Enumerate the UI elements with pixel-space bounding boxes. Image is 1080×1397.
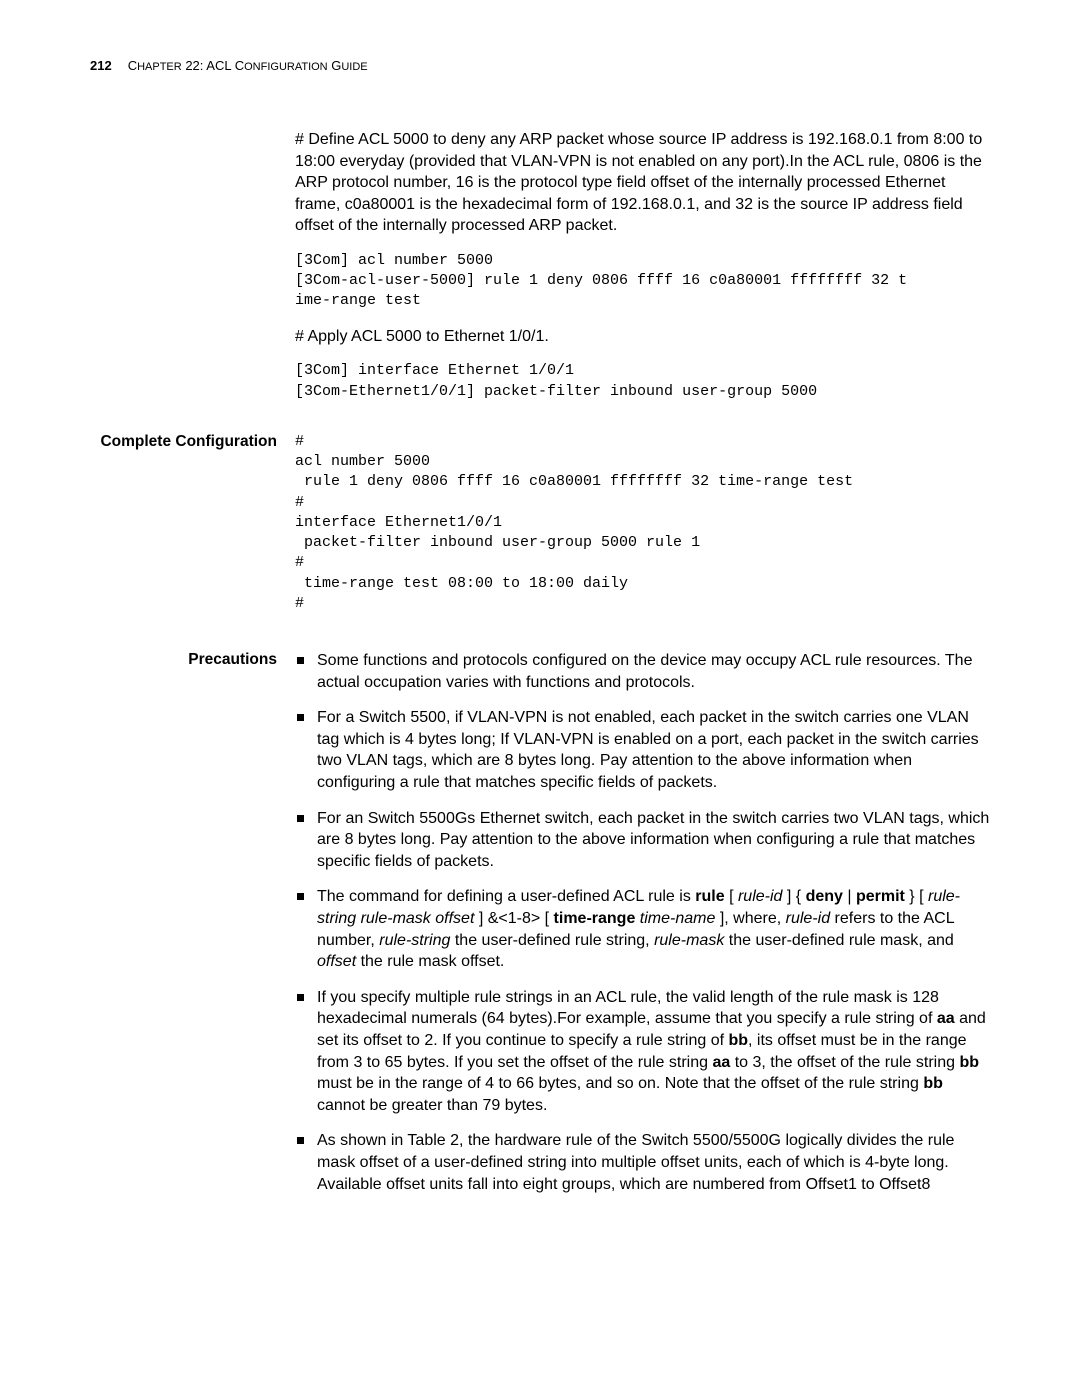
complete-config-code: # acl number 5000 rule 1 deny 0806 ffff … [295, 432, 990, 614]
complete-config-label: Complete Configuration [100, 433, 277, 450]
precautions-label: Precautions [188, 651, 277, 668]
intro-content: # Define ACL 5000 to deny any ARP packet… [295, 129, 990, 416]
chapter-title: CHAPTER 22: ACL CONFIGURATION GUIDE [128, 58, 368, 73]
precautions-list: Some functions and protocols configured … [295, 650, 990, 1195]
intro-para-2: # Apply ACL 5000 to Ethernet 1/0/1. [295, 326, 990, 348]
page: 212 CHAPTER 22: ACL CONFIGURATION GUIDE … [0, 0, 1080, 1269]
intro-code-2: [3Com] interface Ethernet 1/0/1 [3Com-Et… [295, 361, 990, 402]
list-item: For a Switch 5500, if VLAN-VPN is not en… [295, 707, 990, 793]
list-item: Some functions and protocols configured … [295, 650, 990, 693]
intro-section: # Define ACL 5000 to deny any ARP packet… [90, 129, 990, 416]
complete-config-label-col: Complete Configuration [90, 432, 295, 453]
intro-code-1: [3Com] acl number 5000 [3Com-acl-user-50… [295, 251, 990, 312]
list-item: If you specify multiple rule strings in … [295, 987, 990, 1117]
precautions-label-col: Precautions [90, 650, 295, 671]
list-item: For an Switch 5500Gs Ethernet switch, ea… [295, 808, 990, 873]
complete-config-section: Complete Configuration # acl number 5000… [90, 432, 990, 614]
list-item: As shown in Table 2, the hardware rule o… [295, 1130, 990, 1195]
intro-para-1: # Define ACL 5000 to deny any ARP packet… [295, 129, 990, 237]
precautions-section: Precautions Some functions and protocols… [90, 650, 990, 1209]
list-item: The command for defining a user-defined … [295, 886, 990, 972]
complete-config-content: # acl number 5000 rule 1 deny 0806 ffff … [295, 432, 990, 614]
page-number: 212 [90, 58, 112, 73]
page-header: 212 CHAPTER 22: ACL CONFIGURATION GUIDE [90, 58, 990, 73]
precautions-content: Some functions and protocols configured … [295, 650, 990, 1209]
